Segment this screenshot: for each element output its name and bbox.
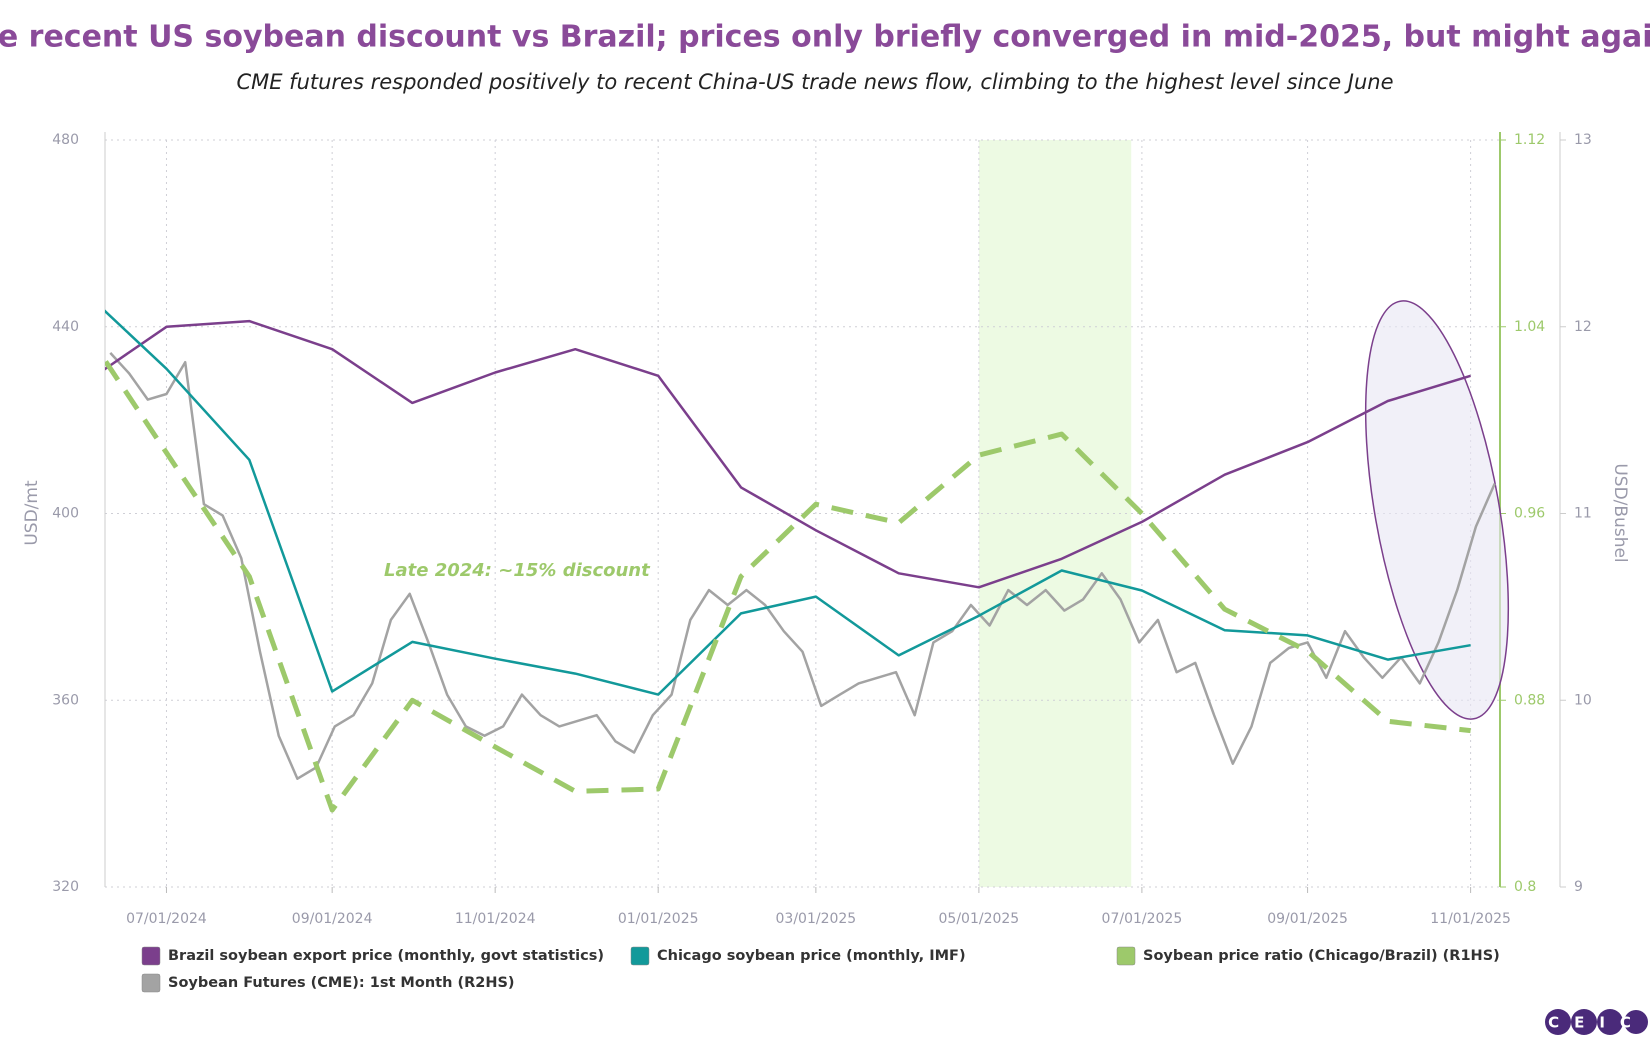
shaded-range: [978, 140, 1132, 887]
legend-label: Brazil soybean export price (monthly, go…: [168, 948, 604, 964]
y2-tick-label: 0.96: [1514, 506, 1545, 522]
logo-text: CEIC: [1548, 1014, 1646, 1032]
y2-tick-label: 1.04: [1514, 319, 1545, 335]
chart-title: The recent US soybean discount vs Brazil…: [0, 20, 1650, 55]
series-line: [109, 352, 1496, 780]
plot-area: [105, 309, 1496, 813]
x-tick-label: 05/01/2025: [939, 911, 1020, 927]
y3-tick-label: 9: [1574, 879, 1583, 895]
y-tick-label: 360: [52, 692, 79, 708]
legend-label: Soybean Futures (CME): 1st Month (R2HS): [168, 975, 515, 991]
y-tick-label: 440: [52, 319, 79, 335]
highlight-ellipse: [1364, 300, 1510, 720]
chart-subtitle: CME futures responded positively to rece…: [236, 70, 1393, 94]
annotation: Late 2024: ~15% discount: [384, 560, 651, 581]
x-tick-label: 09/01/2025: [1267, 911, 1348, 927]
y3-tick-label: 13: [1574, 132, 1592, 148]
legend-swatch: [630, 946, 650, 966]
series-line: [105, 309, 1471, 696]
legend-swatch: [141, 946, 161, 966]
series-line: [105, 355, 1471, 813]
legend-swatch: [141, 973, 161, 993]
x-tick-label: 11/01/2024: [455, 911, 536, 927]
y-tick-label: 320: [52, 879, 79, 895]
y-tick-label: 480: [52, 132, 79, 148]
x-tick-label: 11/01/2025: [1430, 911, 1511, 927]
y-tick-label: 400: [52, 506, 79, 522]
y2-tick-label: 0.88: [1514, 692, 1545, 708]
x-tick-label: 01/01/2025: [618, 911, 699, 927]
y2-tick-label: 0.8: [1514, 879, 1536, 895]
y3-tick-label: 12: [1574, 319, 1592, 335]
legend-swatch: [1116, 946, 1136, 966]
y2-tick-label: 1.12: [1514, 132, 1545, 148]
legend-label: Soybean price ratio (Chicago/Brazil) (R1…: [1143, 948, 1500, 964]
legend-label: Chicago soybean price (monthly, IMF): [657, 948, 966, 964]
y3-axis-label: USD/Bushel: [1610, 463, 1630, 562]
x-tick-label: 03/01/2025: [776, 911, 857, 927]
y-axis-label: USD/mt: [22, 480, 42, 546]
x-tick-label: 07/01/2025: [1102, 911, 1183, 927]
y3-tick-label: 11: [1574, 506, 1592, 522]
logo: CEIC: [1545, 1009, 1648, 1035]
x-tick-label: 07/01/2024: [126, 911, 207, 927]
x-tick-label: 09/01/2024: [292, 911, 373, 927]
y3-tick-label: 10: [1574, 692, 1592, 708]
series-line: [105, 319, 1471, 589]
